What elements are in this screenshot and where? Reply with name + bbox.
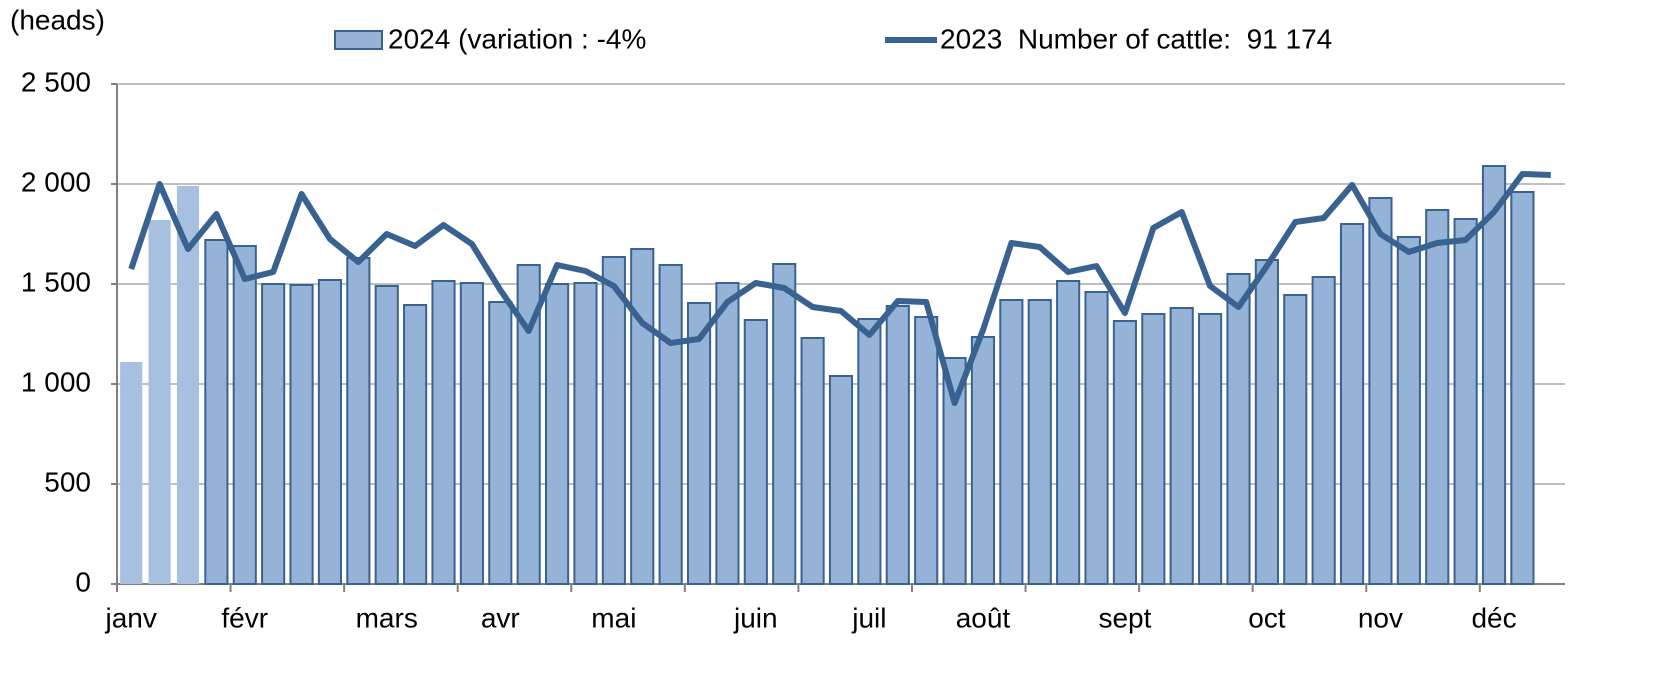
bar [545,283,570,585]
bar [1226,273,1251,585]
y-tick-label: 500 [44,466,91,497]
x-tick-label: déc [1471,602,1516,633]
x-tick-label: févr [221,602,268,633]
bar [1254,259,1279,585]
bar [1056,280,1081,585]
bar [516,264,541,585]
bar [1141,313,1166,585]
bar [686,302,712,585]
x-tick-label: août [956,602,1011,633]
y-tick-label: 1 000 [21,366,91,397]
bar [346,257,371,585]
bar [573,282,598,585]
y-tick-label: 1 500 [21,266,91,297]
bar [970,336,996,585]
bar [374,285,399,585]
legend-label: 2024 (variation : -4% [388,23,646,54]
x-tick-label: mai [591,602,636,633]
bar [1368,197,1393,585]
y-tick-label: 2 000 [21,166,91,197]
bar [403,304,428,585]
bar [1198,313,1223,585]
x-tick-label: janv [105,602,157,633]
x-tick-label: sept [1098,602,1151,633]
x-tick-label: nov [1358,602,1403,633]
bar [1169,307,1194,585]
bar [148,220,171,584]
legend-swatch [334,30,383,50]
bar [630,248,655,585]
bar [317,279,343,585]
y-axis-label: (heads) [10,4,105,35]
bar [204,239,229,585]
bar [715,282,740,585]
bar [772,263,797,585]
bar [999,299,1024,585]
bar [1425,209,1450,585]
x-tick-label: mars [356,602,418,633]
bar [1481,165,1507,585]
y-tick-label: 2 500 [21,66,91,97]
x-tick-label: juil [851,602,886,633]
bar [857,318,882,585]
bar [914,316,939,585]
line [128,171,1551,406]
bar [601,256,626,585]
bar [176,186,200,584]
bar [1339,223,1365,585]
bar [800,337,825,585]
bar [1311,276,1336,585]
x-tick-label: oct [1248,602,1286,633]
bar [1396,236,1421,585]
bar [1510,191,1535,585]
bar [885,305,910,585]
bar [120,362,143,584]
y-tick-label: 0 [75,566,91,597]
bar [1084,291,1109,585]
bar [459,282,484,585]
bar [1027,299,1052,585]
bar [743,319,768,585]
bar [261,283,286,585]
bar [289,284,314,585]
bar [1112,320,1137,585]
bar [1283,294,1308,585]
bar [431,280,456,585]
bar [488,301,513,585]
bar [1453,218,1478,585]
legend-label: 2023 Number of cattle: 91 174 [940,23,1332,54]
bar [942,357,967,585]
bar [828,375,854,585]
x-tick-label: juin [733,602,778,633]
x-tick-label: avr [481,602,520,633]
bar [232,245,257,585]
bar [658,264,683,585]
